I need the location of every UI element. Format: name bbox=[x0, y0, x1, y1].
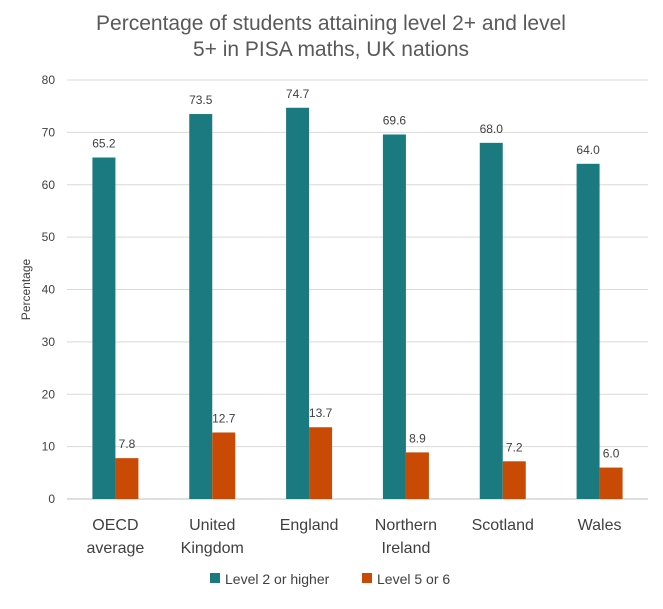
legend-label: Level 2 or higher bbox=[225, 571, 330, 587]
bar-level-2-or-higher bbox=[189, 114, 213, 499]
bar-level-5-or-6 bbox=[502, 461, 526, 499]
legend-label: Level 5 or 6 bbox=[377, 571, 450, 587]
data-label: 8.9 bbox=[409, 431, 426, 445]
y-axis-ticks: 0 10 20 30 40 50 60 70 80 bbox=[42, 73, 56, 506]
data-label: 12.7 bbox=[212, 411, 236, 425]
bar-level-5-or-6 bbox=[115, 458, 139, 499]
bars bbox=[92, 107, 623, 500]
bar-level-2-or-higher bbox=[479, 142, 503, 499]
data-label: 7.2 bbox=[506, 440, 523, 454]
x-category-label: Scotland bbox=[472, 517, 534, 534]
y-tick-label: 20 bbox=[42, 387, 56, 401]
y-tick-label: 40 bbox=[42, 283, 56, 297]
bar-level-2-or-higher bbox=[382, 134, 406, 499]
gridlines bbox=[67, 79, 648, 500]
bar-level-5-or-6 bbox=[212, 432, 236, 499]
x-axis-categories: OECD average United Kingdom England Northern I… bbox=[87, 517, 622, 557]
y-tick-label: 80 bbox=[42, 73, 56, 87]
data-label: 73.5 bbox=[189, 93, 213, 107]
data-labels: 65.2 73.5 74.7 69.6 68.0 64.0 7.8 12.7 13.7 8.9 7.… bbox=[92, 87, 620, 461]
legend-swatch bbox=[210, 573, 220, 583]
bar-level-5-or-6 bbox=[599, 467, 623, 499]
y-tick-label: 50 bbox=[42, 230, 56, 244]
x-category-label: England bbox=[280, 517, 339, 534]
data-label: 13.7 bbox=[309, 406, 333, 420]
x-category-label: Kingdom bbox=[181, 540, 244, 557]
x-category-label: Northern bbox=[375, 517, 437, 534]
y-tick-label: 10 bbox=[42, 440, 56, 454]
data-label: 65.2 bbox=[92, 137, 116, 151]
bar-level-5-or-6 bbox=[405, 452, 429, 499]
data-label: 7.8 bbox=[119, 437, 136, 451]
x-category-label: Wales bbox=[578, 517, 622, 534]
x-category-label: Ireland bbox=[381, 540, 430, 557]
x-category-label: United bbox=[189, 517, 235, 534]
y-axis-title: Percentage bbox=[19, 258, 33, 320]
data-label: 68.0 bbox=[480, 122, 504, 136]
data-label: 74.7 bbox=[286, 87, 310, 101]
legend-swatch bbox=[362, 573, 372, 583]
y-tick-label: 70 bbox=[42, 125, 56, 139]
x-category-label: OECD bbox=[92, 517, 138, 534]
bar-level-2-or-higher bbox=[286, 107, 310, 499]
y-axis-title-text: Percentage bbox=[19, 258, 33, 320]
data-label: 64.0 bbox=[576, 143, 600, 157]
chart-title-line: Percentage of students attaining level 2… bbox=[96, 12, 566, 35]
y-tick-label: 30 bbox=[42, 335, 56, 349]
bar-level-2-or-higher bbox=[92, 157, 116, 499]
legend: Level 2 or higher Level 5 or 6 bbox=[210, 571, 450, 587]
y-tick-label: 0 bbox=[48, 492, 55, 506]
chart-title-line: 5+ in PISA maths, UK nations bbox=[193, 38, 469, 61]
bar-level-2-or-higher bbox=[576, 163, 600, 500]
data-label: 69.6 bbox=[383, 113, 407, 127]
bar-level-5-or-6 bbox=[309, 427, 333, 499]
data-label: 6.0 bbox=[603, 447, 620, 461]
x-category-label: average bbox=[87, 540, 145, 557]
y-tick-label: 60 bbox=[42, 178, 56, 192]
chart-title: Percentage of students attaining level 2… bbox=[96, 12, 566, 61]
